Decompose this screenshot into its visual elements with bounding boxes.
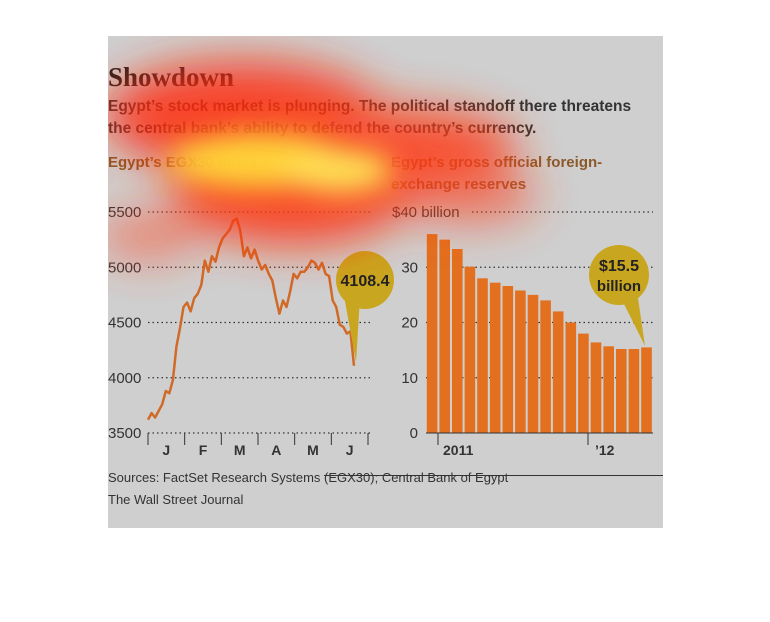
reserves-xtick-label: 2011 <box>443 442 474 458</box>
reserves-callout-bubble <box>589 245 649 305</box>
reserves-bar <box>527 294 539 433</box>
reserves-bar <box>540 300 551 433</box>
reserves-ytick-label: $40 billion <box>392 204 460 221</box>
egx30-xtick-label: M <box>307 442 319 458</box>
charts-canvas: 5500 5000 4500 4000 3500 J F M A M J 4108.4 $40 bill… <box>108 204 653 458</box>
sources-note: Sources: FactSet Research Systems (EGX30… <box>108 470 509 485</box>
reserves-bar <box>578 333 589 433</box>
reserves-bar <box>628 349 640 433</box>
reserves-ytick-label: 20 <box>401 315 418 332</box>
egx30-xtick-label: M <box>234 442 246 458</box>
reserves-ytick-label: 0 <box>410 425 418 442</box>
reserves-bar <box>452 249 463 433</box>
egx30-xtick-label: J <box>346 442 354 458</box>
credit-note: The Wall Street Journal <box>108 492 244 507</box>
egx30-callout-pointer <box>344 296 360 362</box>
reserves-bar <box>489 282 501 433</box>
reserves-bar <box>439 239 450 433</box>
egx30-ytick-label: 5000 <box>108 259 141 276</box>
reserves-bar <box>565 322 577 433</box>
reserves-bar <box>616 349 627 433</box>
reserves-bar <box>477 278 488 433</box>
reserves-ytick-label: 10 <box>401 370 418 387</box>
egx30-xtick-label: F <box>199 442 208 458</box>
reserves-bar <box>641 347 652 433</box>
reserves-callout-value: $15.5 <box>599 258 639 275</box>
egx30-ytick-label: 3500 <box>108 425 141 442</box>
reserves-bar <box>552 311 564 433</box>
egx30-ytick-label: 4000 <box>108 370 141 387</box>
divider-rule <box>324 475 663 476</box>
reserves-xtick-label: ’12 <box>595 442 615 458</box>
egx30-series-line <box>146 217 356 421</box>
reserves-callout-pointer <box>622 298 645 346</box>
reserves-ytick-label: 30 <box>401 259 418 276</box>
egx30-callout-bubble <box>336 251 394 309</box>
reserves-bar <box>590 342 602 433</box>
reserves-callout-unit: billion <box>597 278 641 295</box>
egx30-ytick-label: 5500 <box>108 204 141 221</box>
egx30-ytick-label: 4500 <box>108 315 141 332</box>
egx30-xtick-label: J <box>162 442 170 458</box>
egx30-callout-label: 4108.4 <box>341 273 390 290</box>
chart-panel: Showdown Egypt’s stock market is plungin… <box>108 36 663 528</box>
reserves-bar <box>464 266 476 433</box>
reserves-bar <box>515 290 526 433</box>
reserves-bar <box>426 234 438 433</box>
egx30-xtick-label: A <box>271 442 281 458</box>
reserves-bar <box>502 286 514 433</box>
reserves-bar <box>603 346 614 433</box>
